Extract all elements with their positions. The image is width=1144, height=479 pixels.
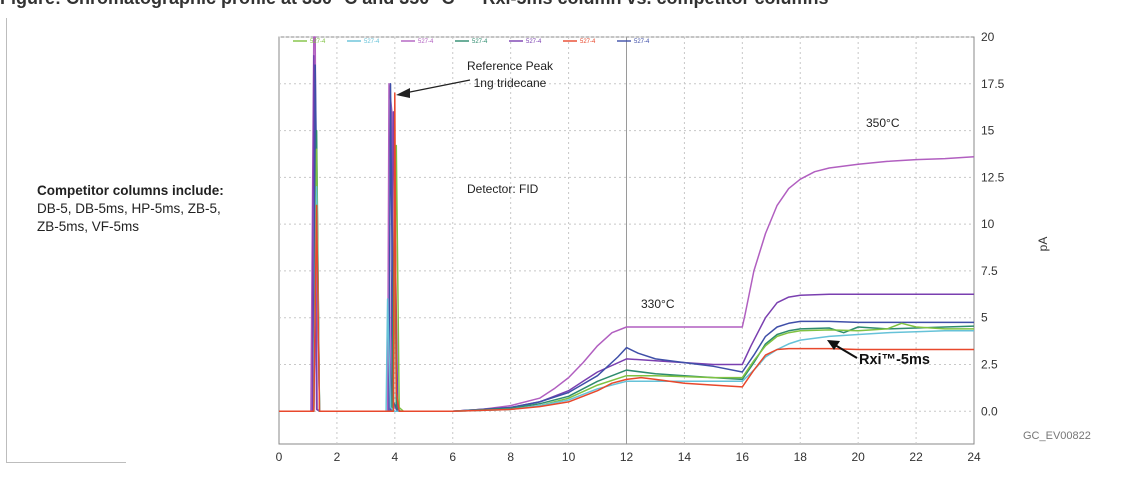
reference-peak-sublabel: 1ng tridecane bbox=[474, 76, 547, 90]
x-tick-label: 10 bbox=[562, 450, 576, 464]
y-axis-label: pA bbox=[1036, 237, 1050, 252]
y-tick-label: 0.0 bbox=[981, 404, 998, 418]
legend-entry: 527-4 bbox=[634, 39, 650, 45]
x-tick-label: 0 bbox=[276, 450, 283, 464]
y-tick-label: 5 bbox=[981, 311, 988, 325]
legend-entry: 527-4 bbox=[526, 39, 542, 45]
y-tick-label: 10 bbox=[981, 217, 995, 231]
temp-330-label: 330°C bbox=[641, 297, 675, 311]
detector-label: Detector: FID bbox=[467, 182, 539, 196]
x-tick-label: 12 bbox=[620, 450, 634, 464]
rxi-5ms-label: Rxi™-5ms bbox=[859, 352, 930, 368]
x-tick-label: 14 bbox=[678, 450, 692, 464]
x-tick-label: 6 bbox=[449, 450, 456, 464]
reference-peak-label: Reference Peak bbox=[467, 59, 554, 73]
legend-entry: 527-4 bbox=[418, 39, 434, 45]
legend-entry: 527-4 bbox=[472, 39, 488, 45]
y-tick-label: 7.5 bbox=[981, 264, 998, 278]
figure-code: GC_EV00822 bbox=[1023, 430, 1091, 442]
y-tick-label: 20 bbox=[981, 30, 995, 44]
legend-entry: 527-4 bbox=[310, 39, 326, 45]
x-axis-ticks: 0 2 4 6 8 10 12 14 16 18 20 22 24 bbox=[276, 450, 981, 464]
x-tick-label: 24 bbox=[967, 450, 981, 464]
x-tick-label: 2 bbox=[334, 450, 341, 464]
y-tick-label: 12.5 bbox=[981, 170, 1005, 184]
y-tick-label: 2.5 bbox=[981, 357, 998, 371]
x-tick-label: 4 bbox=[391, 450, 398, 464]
x-tick-label: 8 bbox=[507, 450, 514, 464]
temp-350-label: 350°C bbox=[866, 116, 900, 130]
legend-entry: 527-4 bbox=[364, 39, 380, 45]
x-tick-label: 18 bbox=[794, 450, 808, 464]
x-tick-label: 20 bbox=[851, 450, 865, 464]
y-tick-label: 15 bbox=[981, 124, 995, 138]
y-axis-ticks: 0.0 2.5 5 7.5 10 12.5 15 17.5 20 bbox=[981, 30, 1005, 418]
y-tick-label: 17.5 bbox=[981, 77, 1005, 91]
x-tick-label: 22 bbox=[909, 450, 923, 464]
x-tick-label: 16 bbox=[736, 450, 750, 464]
legend-entry: 527-4 bbox=[580, 39, 596, 45]
